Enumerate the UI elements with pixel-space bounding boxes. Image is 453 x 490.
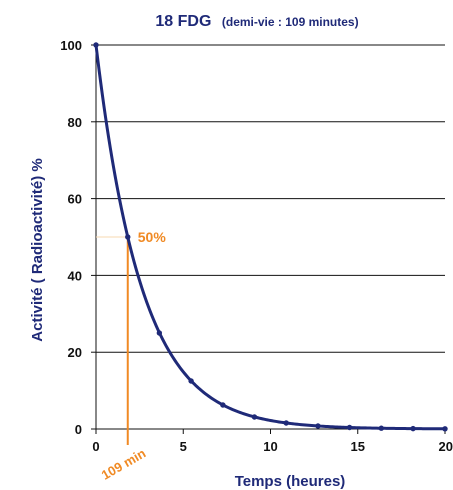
data-point-8 — [346, 424, 353, 431]
chart-title-sub: (demi-vie : 109 minutes) — [222, 15, 359, 29]
chart-title: 18 FDG (demi-vie : 109 minutes) — [155, 13, 358, 30]
y-tick-label-100: 100 — [60, 38, 82, 53]
data-point-4 — [220, 402, 226, 408]
x-tick-label-10: 10 — [263, 439, 277, 454]
data-point-9 — [378, 425, 385, 431]
data-point-10 — [410, 425, 416, 432]
x-tick-label-15: 15 — [351, 439, 365, 454]
y-tick-label-0: 0 — [75, 422, 82, 437]
y-tick-label-80: 80 — [68, 115, 82, 130]
data-point-6 — [283, 420, 289, 426]
data-point-5 — [251, 414, 258, 420]
data-point-3 — [188, 378, 194, 384]
data-point-0 — [93, 42, 99, 48]
x-tick-label-0: 0 — [92, 439, 99, 454]
half-life-percent-label: 50% — [138, 229, 167, 245]
x-tick-label-20: 20 — [439, 439, 453, 454]
x-axis-label: Temps (heures) — [235, 473, 346, 490]
chart-title-main: 18 FDG — [155, 13, 211, 30]
y-axis-label: Activité ( Radioactivité) % — [29, 158, 46, 341]
y-tick-label-20: 20 — [68, 345, 82, 360]
series-layer — [93, 42, 448, 432]
data-point-7 — [315, 423, 321, 429]
annotation-layer: 50% 109 min — [96, 229, 166, 483]
data-point-11 — [442, 426, 448, 432]
half-life-time-label: 109 min — [99, 445, 148, 482]
data-point-2 — [156, 330, 163, 336]
y-tick-label-60: 60 — [68, 192, 82, 207]
decay-curve — [94, 43, 447, 431]
data-point-1 — [125, 234, 131, 240]
x-tick-label-5: 5 — [180, 439, 187, 454]
grid-layer — [96, 44, 445, 353]
y-tick-label-40: 40 — [68, 268, 82, 283]
ticks-layer: 0 20 40 60 80 100 0 5 10 15 20 — [60, 38, 453, 454]
